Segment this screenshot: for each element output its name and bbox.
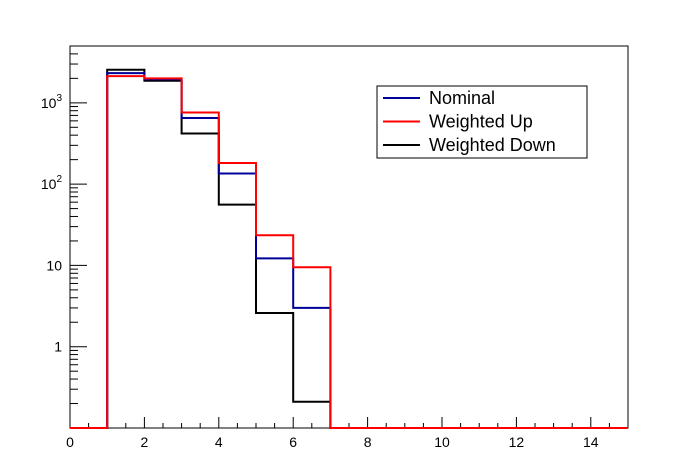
- legend-label-nominal: Nominal: [429, 88, 495, 108]
- legend-label-weighted-down: Weighted Down: [429, 135, 556, 155]
- series-weighted-up: [70, 75, 628, 429]
- x-axis: 0 2 4 6 8 10 12 14: [66, 417, 629, 450]
- x-tick-label: 0: [66, 434, 74, 450]
- x-tick-label: 14: [583, 434, 599, 450]
- x-tick-label: 10: [434, 434, 450, 450]
- series-layer: [70, 68, 628, 429]
- legend: Nominal Weighted Up Weighted Down: [376, 85, 588, 159]
- y-tick-label: 102: [41, 174, 63, 192]
- y-axis: 1 10 102 103: [41, 45, 87, 429]
- y-tick-label: 103: [41, 93, 63, 111]
- y-tick-label: 10: [46, 257, 62, 273]
- y-tick-label: 1: [54, 339, 62, 355]
- x-tick-label: 8: [364, 434, 372, 450]
- x-tick-label: 2: [141, 434, 149, 450]
- legend-label-weighted-up: Weighted Up: [429, 112, 533, 132]
- x-tick-label: 4: [215, 434, 223, 450]
- x-tick-label: 12: [509, 434, 525, 450]
- x-tick-label: 6: [289, 434, 297, 450]
